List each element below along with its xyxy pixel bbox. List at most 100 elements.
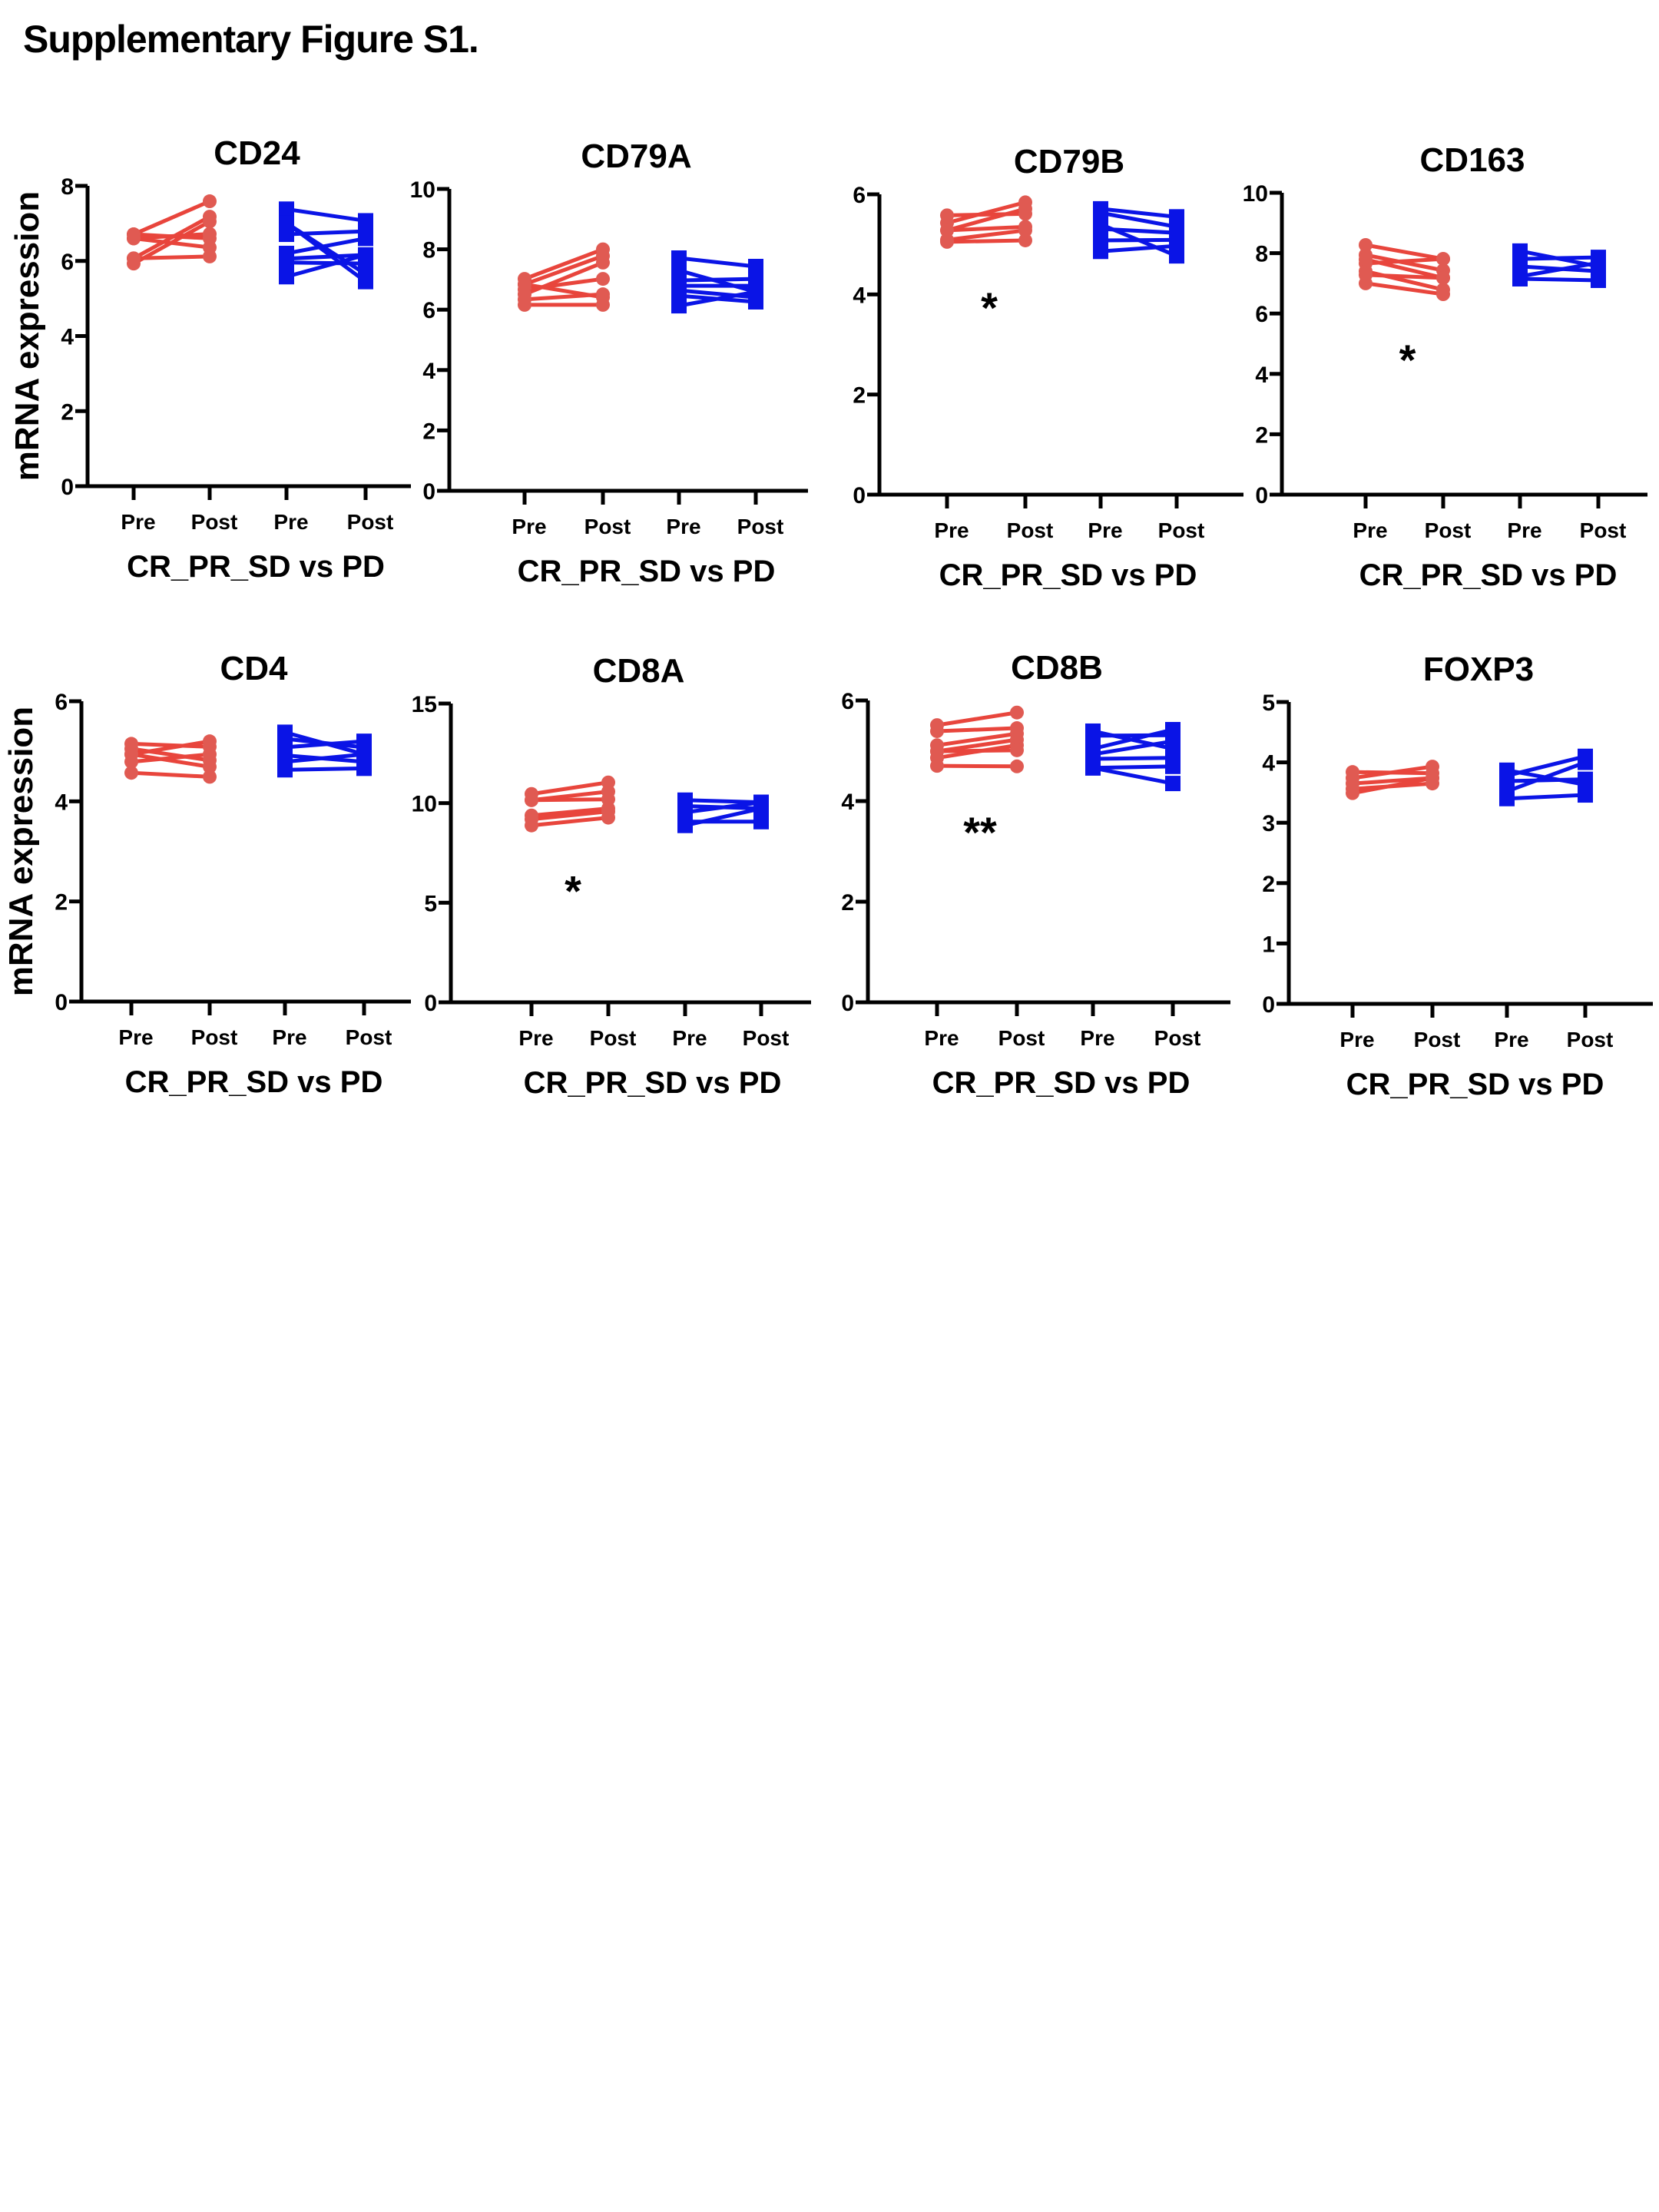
x-category-label: Pre bbox=[121, 510, 155, 534]
paired-line bbox=[1092, 756, 1174, 761]
paired-line bbox=[1519, 255, 1599, 261]
paired-line bbox=[131, 752, 210, 769]
paired-line bbox=[286, 253, 366, 261]
y-tick-label: 1 bbox=[1262, 932, 1275, 957]
y-tick-label: 2 bbox=[61, 399, 74, 425]
series-cr-pr-sd bbox=[518, 242, 610, 312]
paired-line bbox=[1092, 764, 1174, 770]
x-category-label: Post bbox=[1158, 518, 1205, 542]
data-point-post bbox=[1426, 760, 1439, 774]
x-category-label: Post bbox=[737, 515, 784, 538]
panel-foxp3: FOXP3 0 1 2 3 4 5 Pre Post Pre Post CR_PR_SD vs PD bbox=[1262, 651, 1653, 1101]
panel-title: CD79B bbox=[1014, 143, 1124, 180]
data-point-post bbox=[1165, 776, 1181, 792]
x-category-label: Post bbox=[191, 510, 238, 534]
y-tick-label: 4 bbox=[1262, 751, 1275, 777]
data-point-pre bbox=[1512, 271, 1528, 287]
paired-line bbox=[946, 207, 1026, 233]
x-category-label: Post bbox=[1580, 518, 1627, 542]
y-tick-label: 0 bbox=[61, 475, 74, 500]
data-point-post bbox=[358, 273, 373, 290]
paired-line bbox=[286, 253, 366, 279]
paired-line bbox=[133, 236, 210, 250]
panel-title: CD79A bbox=[581, 137, 691, 175]
y-tick-label: 8 bbox=[422, 238, 435, 263]
x-axis-label: CR_PR_SD vs PD bbox=[1359, 558, 1618, 592]
paired-line bbox=[133, 199, 210, 237]
panel-cd79b: CD79B 0 2 4 6 Pre Post Pre Post CR_PR_SD vs PD * bbox=[853, 143, 1243, 592]
y-tick-label: 8 bbox=[1255, 242, 1268, 267]
data-point-post bbox=[1018, 201, 1032, 216]
y-axis-label: mRNA expression bbox=[2, 707, 40, 996]
data-point-post bbox=[1165, 733, 1181, 750]
data-point-pre bbox=[525, 818, 538, 833]
data-point-pre bbox=[671, 250, 687, 266]
y-tick-label: 6 bbox=[853, 183, 866, 208]
series-pd bbox=[279, 201, 373, 290]
significance-marker: ** bbox=[963, 808, 997, 856]
paired-line bbox=[946, 224, 1026, 233]
data-point-post bbox=[1436, 270, 1450, 285]
data-point-pre bbox=[277, 762, 293, 778]
paired-line bbox=[284, 752, 365, 764]
x-category-label: Post bbox=[1567, 1028, 1614, 1051]
series-cr-pr-sd bbox=[1359, 237, 1450, 302]
paired-line bbox=[1365, 273, 1444, 280]
series-cr-pr-sd bbox=[1346, 760, 1439, 800]
data-point-post bbox=[596, 272, 610, 286]
data-point-pre bbox=[940, 223, 954, 237]
y-tick-label: 0 bbox=[424, 991, 437, 1016]
x-category-label: Pre bbox=[273, 510, 308, 534]
x-category-label: Post bbox=[347, 510, 394, 534]
data-point-post bbox=[1591, 255, 1606, 271]
x-category-label: Pre bbox=[924, 1026, 959, 1050]
data-point-pre bbox=[127, 251, 141, 266]
data-point-pre bbox=[930, 724, 944, 738]
paired-line bbox=[1519, 260, 1599, 279]
data-point-pre bbox=[124, 766, 138, 780]
paired-line bbox=[678, 276, 757, 283]
x-category-label: Post bbox=[584, 515, 631, 538]
data-point-pre bbox=[1346, 786, 1359, 800]
paired-line bbox=[1506, 777, 1586, 783]
y-tick-label: 4 bbox=[422, 359, 435, 384]
y-tick-label: 2 bbox=[1255, 422, 1268, 448]
x-axis-label: CR_PR_SD vs PD bbox=[127, 550, 385, 584]
series-cr-pr-sd bbox=[940, 195, 1032, 249]
series-cr-pr-sd bbox=[525, 775, 615, 833]
y-tick-label: 3 bbox=[1262, 811, 1275, 836]
data-point-pre bbox=[930, 759, 944, 773]
data-point-pre bbox=[279, 201, 294, 217]
x-category-label: Pre bbox=[672, 1026, 707, 1050]
y-tick-label: 2 bbox=[841, 890, 854, 916]
paired-line bbox=[1092, 766, 1174, 786]
x-category-label: Pre bbox=[512, 515, 546, 538]
data-point-post bbox=[1578, 787, 1593, 803]
y-tick-label: 4 bbox=[61, 325, 74, 350]
paired-line bbox=[531, 810, 609, 822]
panel-title: CD24 bbox=[214, 134, 300, 172]
data-point-post bbox=[1591, 272, 1606, 288]
panel-cd163: CD163 0 2 4 6 8 10 Pre Post Pre Post CR_PR_SD vs PD… bbox=[1243, 141, 1647, 592]
paired-line bbox=[936, 710, 1018, 727]
y-tick-label: 2 bbox=[422, 419, 435, 444]
paired-line bbox=[1506, 793, 1586, 801]
paired-line bbox=[1100, 243, 1177, 253]
paired-line bbox=[131, 739, 210, 757]
data-point-post bbox=[1010, 705, 1024, 720]
data-point-pre bbox=[1499, 790, 1515, 806]
x-category-label: Post bbox=[191, 1025, 238, 1049]
y-tick-label: 6 bbox=[55, 690, 68, 715]
data-point-post bbox=[1578, 754, 1593, 770]
y-tick-label: 4 bbox=[853, 283, 866, 308]
data-point-post bbox=[358, 230, 373, 247]
y-tick-label: 2 bbox=[1262, 872, 1275, 897]
series-cr-pr-sd bbox=[930, 705, 1024, 773]
x-category-label: Post bbox=[1154, 1026, 1201, 1050]
panel-title: CD163 bbox=[1420, 141, 1525, 179]
data-point-post bbox=[358, 247, 373, 263]
x-axis-label: CR_PR_SD vs PD bbox=[932, 1066, 1190, 1100]
y-tick-label: 15 bbox=[412, 692, 437, 717]
data-point-pre bbox=[1359, 237, 1373, 252]
y-tick-label: 0 bbox=[853, 483, 866, 508]
